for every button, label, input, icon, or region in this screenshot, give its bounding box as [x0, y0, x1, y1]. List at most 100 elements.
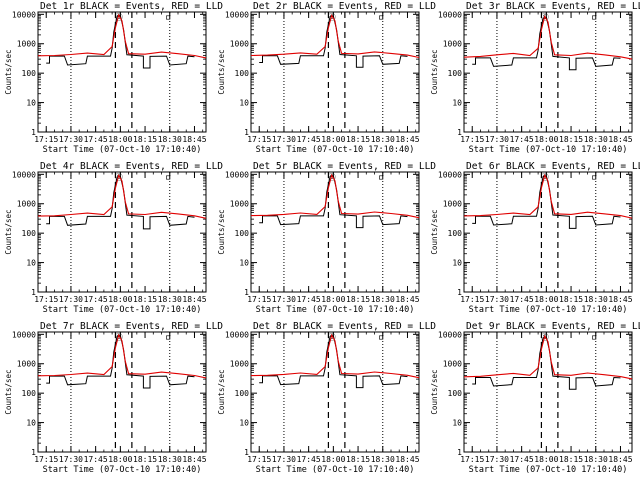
- y-tick-label: 1: [457, 448, 462, 457]
- x-tick-label: 17:15: [247, 295, 271, 304]
- x-tick-label: 18:00: [108, 295, 132, 304]
- x-axis-label: Start Time (07-Oct-10 17:10:40): [469, 145, 628, 155]
- y-tick-label: 100: [22, 389, 37, 398]
- y-tick-label: 100: [448, 229, 463, 238]
- attenuator-marker: ⊏: [166, 333, 171, 342]
- panel-title: Det 3r BLACK = Events, RED = LLD: [466, 1, 640, 12]
- panel-det-8: Det 8r BLACK = Events, RED = LLD 1 10 100 10…: [217, 321, 436, 475]
- y-tick-label: 1: [31, 448, 36, 457]
- y-tick-label: 1: [31, 288, 36, 297]
- x-axis: 17:15 17:30 17:45 18:00 18:15 18:30 18:45: [460, 332, 633, 464]
- x-axis-label: Start Time (07-Oct-10 17:10:40): [256, 465, 415, 475]
- y-axis-label: Counts/sec: [430, 369, 439, 414]
- attenuator-marker: Ⓢ: [541, 173, 549, 182]
- y-tick-label: 100: [235, 69, 250, 78]
- x-axis-label: Start Time (07-Oct-10 17:10:40): [43, 305, 202, 315]
- x-tick-label: 18:30: [584, 455, 608, 464]
- plot-frame: [250, 11, 420, 133]
- x-tick-label: 17:30: [59, 135, 83, 144]
- x-tick-label: 18:45: [182, 455, 206, 464]
- y-axis-label: Counts/sec: [217, 209, 226, 254]
- y-axis-label: Counts/sec: [217, 49, 226, 94]
- y-tick-label: 1: [457, 128, 462, 137]
- y-axis-label: Counts/sec: [217, 369, 226, 414]
- x-tick-label: 17:30: [272, 135, 296, 144]
- x-tick-label: 18:30: [584, 135, 608, 144]
- x-tick-label: 17:45: [297, 455, 321, 464]
- x-tick-label: 17:45: [510, 135, 534, 144]
- y-tick-label: 1: [244, 448, 249, 457]
- y-tick-label: 10000: [438, 10, 462, 19]
- panel-det-9: Det 9r BLACK = Events, RED = LLD 1 10 100 10…: [430, 321, 640, 475]
- y-tick-label: 1: [244, 288, 249, 297]
- series-lld-line: [463, 173, 633, 219]
- panel-title: Det 8r BLACK = Events, RED = LLD: [253, 321, 436, 332]
- x-tick-label: 17:30: [59, 295, 83, 304]
- series-lld-line: [37, 333, 207, 379]
- y-tick-label: 100: [235, 389, 250, 398]
- x-tick-label: 18:45: [395, 455, 419, 464]
- x-tick-label: 18:45: [608, 455, 632, 464]
- y-tick-label: 100: [22, 229, 37, 238]
- y-tick-label: 10: [26, 259, 36, 268]
- x-tick-label: 17:15: [247, 135, 271, 144]
- attenuator-marker: Ⓢ: [328, 173, 336, 182]
- series-events-line: [46, 175, 195, 230]
- x-tick-label: 18:30: [584, 295, 608, 304]
- x-tick-label: 18:15: [346, 455, 370, 464]
- y-axis: 1 10 100 1000 10000: [438, 330, 632, 457]
- x-axis: 17:15 17:30 17:45 18:00 18:15 18:30 18:45: [247, 12, 420, 144]
- x-tick-label: 17:45: [510, 455, 534, 464]
- y-tick-label: 1000: [443, 360, 462, 369]
- y-tick-label: 100: [22, 69, 37, 78]
- panel-title: Det 1r BLACK = Events, RED = LLD: [40, 1, 223, 12]
- x-axis: 17:15 17:30 17:45 18:00 18:15 18:30 18:45: [247, 332, 420, 464]
- x-tick-label: 18:15: [133, 295, 157, 304]
- attenuator-marker: ⊏: [379, 13, 384, 22]
- plot-frame: [250, 331, 420, 453]
- x-tick-label: 17:15: [34, 455, 58, 464]
- x-tick-label: 18:45: [395, 295, 419, 304]
- y-tick-label: 10000: [438, 170, 462, 179]
- x-axis-label: Start Time (07-Oct-10 17:10:40): [256, 145, 415, 155]
- x-tick-label: 18:15: [133, 455, 157, 464]
- panel-det-6: Det 6r BLACK = Events, RED = LLD 1 10 100 10…: [430, 161, 640, 315]
- panel-title: Det 4r BLACK = Events, RED = LLD: [40, 161, 223, 172]
- series-lld-line: [37, 13, 207, 59]
- y-tick-label: 10: [239, 99, 249, 108]
- x-tick-label: 18:00: [534, 455, 558, 464]
- y-tick-label: 100: [448, 389, 463, 398]
- x-tick-label: 18:30: [158, 135, 182, 144]
- attenuator-marker: ⊏: [379, 333, 384, 342]
- x-axis-label: Start Time (07-Oct-10 17:10:40): [469, 465, 628, 475]
- y-tick-label: 10: [239, 419, 249, 428]
- panel-det-2: Det 2r BLACK = Events, RED = LLD 1 10 100 10…: [217, 1, 436, 155]
- attenuator-marker: ⊏: [379, 173, 384, 182]
- y-axis: 1 10 100 1000 10000: [438, 170, 632, 297]
- x-tick-label: 17:45: [84, 455, 108, 464]
- attenuator-marker: Ⓢ: [115, 173, 123, 182]
- series-lld-line: [37, 173, 207, 219]
- y-tick-label: 1000: [17, 40, 36, 49]
- x-tick-label: 18:00: [321, 135, 345, 144]
- attenuator-marker: ⊏: [592, 333, 597, 342]
- y-axis: 1 10 100 1000 10000: [225, 170, 419, 297]
- y-tick-label: 1000: [17, 360, 36, 369]
- series-events-line: [259, 175, 408, 229]
- y-tick-label: 10: [239, 259, 249, 268]
- attenuator-marker: Ⓢ: [328, 333, 336, 342]
- x-tick-label: 18:15: [559, 455, 583, 464]
- x-tick-label: 18:00: [534, 135, 558, 144]
- x-tick-label: 18:45: [608, 295, 632, 304]
- y-tick-label: 1: [244, 128, 249, 137]
- attenuator-marker: Ⓢ: [115, 333, 123, 342]
- x-tick-label: 18:00: [108, 455, 132, 464]
- x-tick-label: 18:45: [182, 295, 206, 304]
- panel-grid: Det 1r BLACK = Events, RED = LLD 1 10 100 10…: [4, 1, 640, 475]
- x-tick-label: 17:15: [247, 455, 271, 464]
- attenuator-marker: ⊏: [166, 173, 171, 182]
- y-axis-label: Counts/sec: [430, 49, 439, 94]
- x-tick-label: 17:45: [297, 135, 321, 144]
- y-tick-label: 1000: [443, 200, 462, 209]
